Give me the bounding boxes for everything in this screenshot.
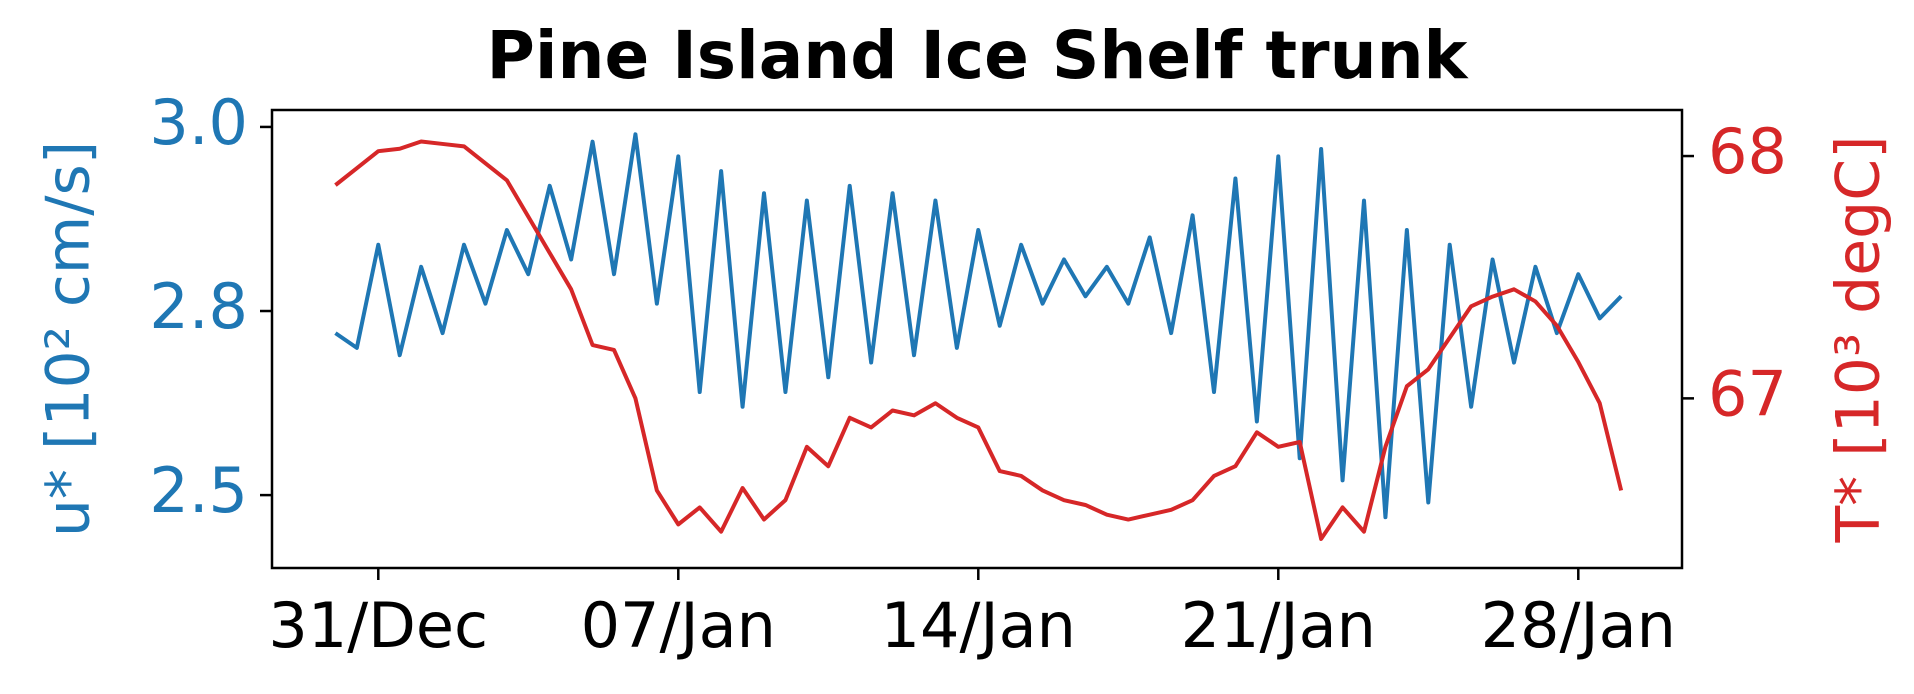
data-line (334, 132, 1623, 520)
y2-axis-label: T* [10³ degC] (1824, 136, 1894, 544)
plot-frame (270, 108, 1684, 570)
y-axis-label: u* [10² cm/s] (34, 141, 104, 537)
y-tick-label: 3.0 (149, 86, 248, 159)
x-tick-label: 28/Jan (1481, 589, 1676, 662)
x-tick-label: 14/Jan (881, 589, 1076, 662)
chart-title: Pine Island Ice Shelf trunk (487, 17, 1470, 94)
y2-tick-label: 67 (1708, 357, 1787, 430)
data-line (334, 139, 1624, 541)
y2-tick-label: 68 (1708, 115, 1787, 188)
y-tick-label: 2.8 (149, 270, 248, 343)
x-tick-label: 21/Jan (1181, 589, 1376, 662)
y-tick-label: 2.5 (149, 454, 248, 527)
x-tick-label: 07/Jan (581, 589, 776, 662)
x-tick-label: 31/Dec (268, 589, 488, 662)
